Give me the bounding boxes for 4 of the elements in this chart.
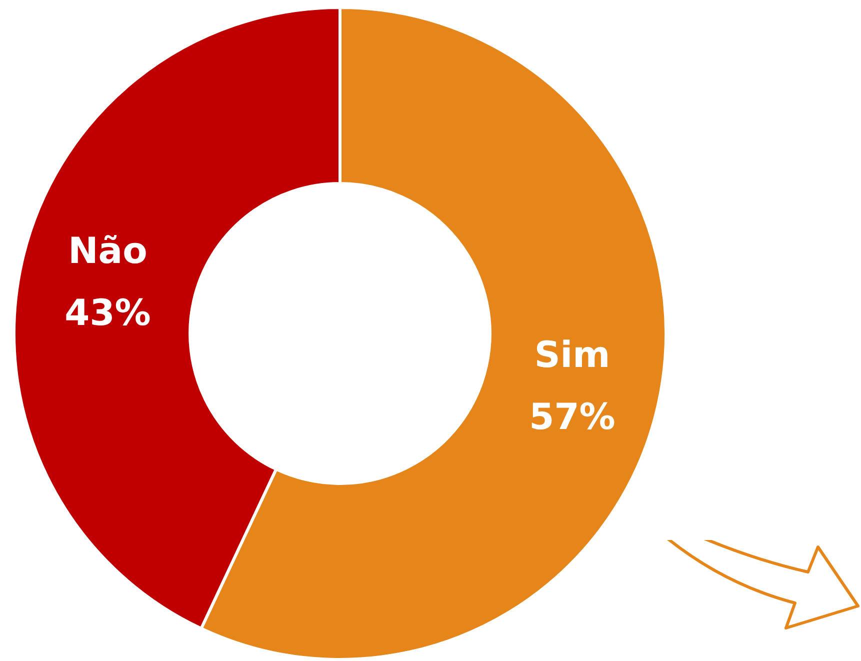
slice-label: Sim: [534, 334, 610, 376]
data-label: 43%: [64, 292, 151, 334]
slice-label: Não: [68, 230, 148, 272]
data-label: 57%: [529, 396, 616, 438]
